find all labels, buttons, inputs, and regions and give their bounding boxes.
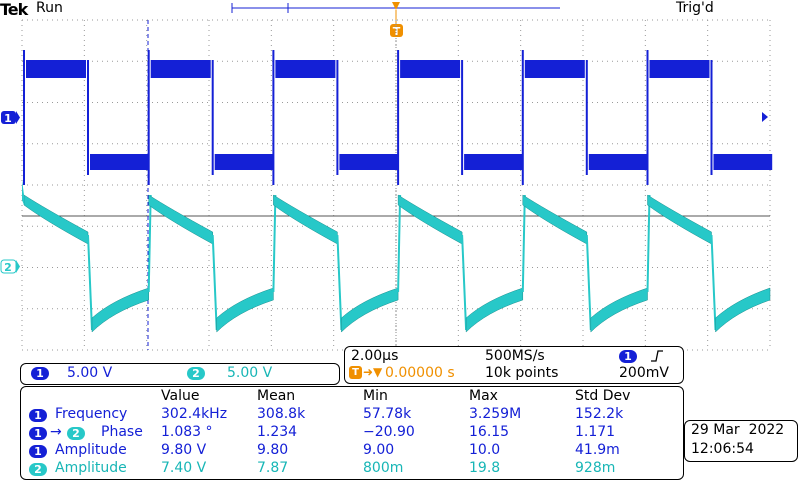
measurement-name: Amplitude [55, 460, 127, 476]
brand-logo: Tek [0, 0, 28, 19]
record-length: 10k points [485, 365, 559, 381]
trigger-position-icon: T [349, 366, 362, 379]
column-header-min: Min [363, 388, 388, 404]
measurement-std-dev: 41.9m [575, 442, 620, 458]
measurement-name: Phase [101, 424, 143, 440]
measurement-value: 9.80 V [161, 442, 207, 458]
arrow-right-icon: → [50, 424, 62, 440]
svg-text:1: 1 [4, 112, 12, 125]
trigger-status: Trig'd [676, 0, 714, 16]
measurement-min: 800m [363, 460, 404, 476]
channel-badge: 1 [29, 445, 47, 458]
measurement-value: 1.083 ° [161, 424, 213, 440]
ch2-trace [22, 180, 771, 333]
ch2-scale: 5.00 V [227, 365, 273, 381]
trigger-level: 200mV [619, 365, 669, 381]
ch2-badge[interactable]: 2 [187, 367, 205, 380]
measurement-max: 19.8 [469, 460, 501, 476]
ch1-scale: 5.00 V [67, 365, 113, 381]
measurement-row[interactable]: 1 Frequency 302.4kHz 308.8k 57.78k 3.259… [21, 406, 683, 424]
measurement-std-dev: 152.2k [575, 406, 624, 422]
ch1-badge[interactable]: 1 [31, 367, 49, 380]
column-header-value: Value [161, 388, 200, 404]
measurement-max: 16.15 [469, 424, 510, 440]
arrow-down-icon: ➜▼ [363, 365, 383, 379]
time-display: 12:06:54 [691, 441, 754, 457]
sample-rate: 500MS/s [485, 348, 545, 364]
measurement-std-dev: 1.171 [575, 424, 616, 440]
ch1-ground-marker: 1 [1, 111, 20, 125]
trigger-level-marker [762, 112, 768, 122]
measurement-mean: 9.80 [257, 442, 289, 458]
timebase-trigger-panel: 2.00µs 500MS/s 1 T ➜▼ 0.00000 s 10k poin… [344, 346, 684, 384]
column-header-mean: Mean [257, 388, 296, 404]
measurement-mean: 308.8k [257, 406, 306, 422]
channel-badge: 2 [29, 463, 47, 476]
horizontal-scale: 2.00µs [351, 348, 399, 364]
measurement-name: Amplitude [55, 442, 127, 458]
date-display: 29 Mar 2022 [691, 422, 785, 438]
svg-text:T: T [393, 25, 401, 38]
acquisition-run-state: Run [36, 0, 63, 16]
channel-badge: 2 [67, 427, 85, 440]
rising-edge-icon [651, 350, 663, 362]
column-header-max: Max [469, 388, 498, 404]
measurement-row[interactable]: 2 Amplitude 7.40 V 7.87 800m 19.8 928m [21, 460, 683, 478]
measurement-name: Frequency [55, 406, 128, 422]
datetime-panel: 29 Mar 2022 12:06:54 [684, 420, 798, 462]
measurement-value: 7.40 V [161, 460, 207, 476]
measurement-min: 9.00 [363, 442, 395, 458]
measurement-row[interactable]: 1 Amplitude 9.80 V 9.80 9.00 10.0 41.9m [21, 442, 683, 460]
column-header-std-dev: Std Dev [575, 388, 631, 404]
trigger-position: 0.00000 s [385, 365, 455, 381]
measurement-mean: 1.234 [257, 424, 298, 440]
svg-text:2: 2 [4, 261, 12, 274]
measurement-value: 302.4kHz [161, 406, 228, 422]
trigger-source-badge: 1 [619, 350, 637, 363]
measurement-row[interactable]: 1 → 2 Phase 1.083 ° 1.234 −20.90 16.15 1… [21, 424, 683, 442]
measurement-panel: Value Mean Min Max Std Dev 1 Frequency 3… [20, 386, 684, 480]
measurement-min: 57.78k [363, 406, 412, 422]
measurement-mean: 7.87 [257, 460, 289, 476]
channel-scale-panel: 1 5.00 V 2 5.00 V [20, 363, 340, 385]
channel-badge: 1 [29, 409, 47, 422]
measurement-std-dev: 928m [575, 460, 616, 476]
measurement-min: −20.90 [363, 424, 415, 440]
ch2-ground-marker: 2 [0, 259, 20, 274]
channel-badge: 1 [29, 427, 47, 440]
measurement-max: 3.259M [469, 406, 522, 422]
ch1-trace [23, 50, 773, 185]
measurement-max: 10.0 [469, 442, 501, 458]
